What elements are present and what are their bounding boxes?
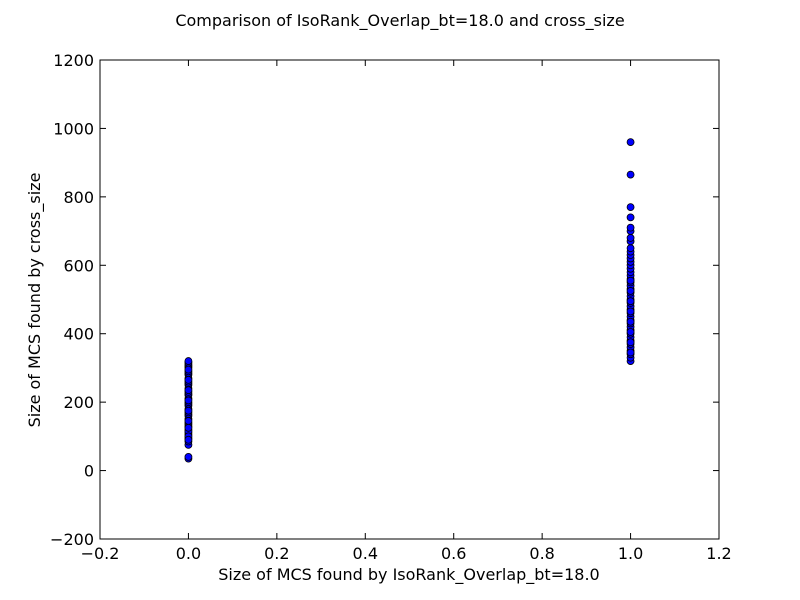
data-point [626,138,635,147]
y-tick-label: 1200 [53,51,94,70]
chart-title: Comparison of IsoRank_Overlap_bt=18.0 an… [175,11,624,31]
y-tick-label: 200 [63,393,94,412]
data-point [626,234,635,242]
data-point [184,376,193,384]
data-point [184,386,193,395]
x-axis-ticks: −0.2 0.0 0.2 0.4 0.6 0.8 1.0 1.2 [81,60,732,563]
x-tick-label: 0.0 [176,544,201,563]
data-point [626,223,635,232]
data-point [184,417,193,425]
data-point [626,297,635,306]
x-tick-label: 0.2 [264,544,289,563]
x-tick-label: 1.0 [618,544,643,563]
y-tick-label: 0 [84,462,94,481]
y-axis-label: Size of MCS found by cross_size [25,173,45,428]
x-tick-label: 0.4 [353,544,378,563]
y-tick-label: 400 [63,325,94,344]
data-point [626,213,635,222]
data-point [184,396,193,405]
y-tick-label: 1000 [53,119,94,138]
data-point [626,276,635,285]
data-point [184,406,193,415]
data-point [626,203,635,212]
data-point [626,348,635,357]
data-point [626,287,635,295]
data-point [626,317,635,326]
plot-frame [99,59,720,540]
data-point [626,328,635,336]
data-points [184,138,635,463]
x-tick-label: 1.2 [706,544,731,563]
data-point [626,170,635,179]
data-point [184,452,193,461]
y-axis-ticks: −200 0 200 400 600 800 1000 1200 [50,51,719,549]
data-point [184,435,193,444]
data-point [626,244,635,253]
y-tick-label: −200 [50,530,94,549]
x-axis-label: Size of MCS found by IsoRank_Overlap_bt=… [218,565,599,585]
data-point [184,365,193,374]
x-tick-label: −0.2 [81,544,120,563]
data-point [626,307,635,316]
data-point [184,357,193,365]
data-point [626,338,635,347]
y-tick-label: 600 [63,256,94,275]
x-tick-label: 0.6 [441,544,466,563]
x-tick-label: 0.8 [529,544,554,563]
y-tick-label: 800 [63,188,94,207]
data-point [184,423,193,432]
